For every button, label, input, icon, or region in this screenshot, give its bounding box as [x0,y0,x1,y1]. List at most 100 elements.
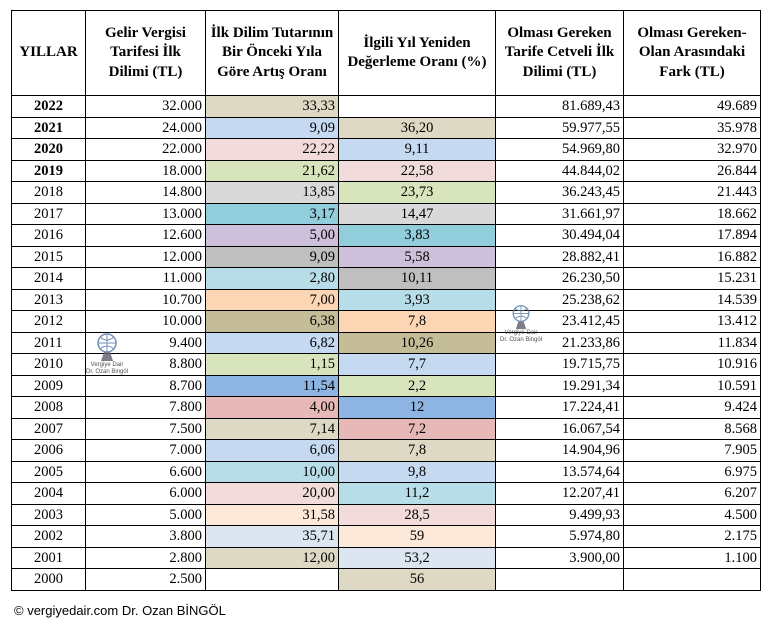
increase-rate-cell: 9,09 [205,116,339,139]
header-difference: Olması Gereken-Olan Arasındaki Fark (TL) [623,10,761,96]
should-be-bracket-cell: 13.574,64 [495,460,624,483]
increase-rate-cell: 11,54 [205,374,339,397]
first-bracket-cell: 10.700 [85,288,206,311]
revaluation-rate-cell: 53,2 [338,546,496,569]
table-row: 2005 6.600 10,00 9,8 13.574,64 6.975 [11,460,761,483]
increase-rate-cell: 7,00 [205,288,339,311]
watermark-logo: Vergiye Dair Dr. Ozan Bingöl [86,332,128,376]
first-bracket-cell: 2.800 [85,546,206,569]
revaluation-rate-cell: 59 [338,525,496,548]
difference-cell: 8.568 [623,417,761,440]
table-row: 2015 12.000 9,09 5,58 28.882,41 16.882 [11,245,761,268]
revaluation-rate-cell: 10,26 [338,331,496,354]
globe-atlas-icon [97,333,117,361]
table-row: 2004 6.000 20,00 11,2 12.207,41 6.207 [11,482,761,505]
table-row: 2012 10.000 6,38 7,8 23.412,45 13.412 [11,310,761,333]
table-row: 2014 11.000 2,80 10,11 26.230,50 15.231 [11,267,761,290]
increase-rate-cell: 1,15 [205,353,339,376]
should-be-bracket-cell: 16.067,54 [495,417,624,440]
revaluation-rate-cell [338,95,496,118]
first-bracket-cell: 32.000 [85,95,206,118]
first-bracket-cell: 11.000 [85,267,206,290]
first-bracket-cell: 7.500 [85,417,206,440]
revaluation-rate-cell: 9,11 [338,138,496,161]
should-be-bracket-cell: 17.224,41 [495,396,624,419]
header-increase-rate: İlk Dilim Tutarının Bir Önceki Yıla Göre… [205,10,339,96]
difference-cell: 10.916 [623,353,761,376]
should-be-bracket-cell: 14.904,96 [495,439,624,462]
first-bracket-cell: 12.000 [85,245,206,268]
table-row: 2003 5.000 31,58 28,5 9.499,93 4.500 [11,503,761,526]
table-row: 2011 9.400 6,82 10,26 21.233,86 11.834 [11,331,761,354]
year-cell: 2010 [11,353,86,376]
should-be-bracket-cell: 19.715,75 [495,353,624,376]
revaluation-rate-cell: 56 [338,568,496,591]
difference-cell: 16.882 [623,245,761,268]
table-row: 2013 10.700 7,00 3,93 25.238,62 14.539 [11,288,761,311]
year-cell: 2001 [11,546,86,569]
table-row: 2019 18.000 21,62 22,58 44.844,02 26.844 [11,159,761,182]
year-cell: 2021 [11,116,86,139]
year-cell: 2004 [11,482,86,505]
increase-rate-cell: 20,00 [205,482,339,505]
difference-cell: 4.500 [623,503,761,526]
revaluation-rate-cell: 5,58 [338,245,496,268]
difference-cell: 26.844 [623,159,761,182]
difference-cell: 6.207 [623,482,761,505]
difference-cell: 2.175 [623,525,761,548]
year-cell: 2007 [11,417,86,440]
table-row: 2002 3.800 35,71 59 5.974,80 2.175 [11,525,761,548]
year-cell: 2012 [11,310,86,333]
increase-rate-cell: 6,06 [205,439,339,462]
year-cell: 2017 [11,202,86,225]
difference-cell: 9.424 [623,396,761,419]
table-header-row: YILLAR Gelir Vergisi Tarifesi İlk Dilimi… [11,10,761,96]
header-years: YILLAR [11,10,86,96]
increase-rate-cell: 9,09 [205,245,339,268]
difference-cell: 13.412 [623,310,761,333]
revaluation-rate-cell: 9,8 [338,460,496,483]
header-first-bracket: Gelir Vergisi Tarifesi İlk Dilimi (TL) [85,10,206,96]
year-cell: 2006 [11,439,86,462]
table-row: 2021 24.000 9,09 36,20 59.977,55 35.978 [11,116,761,139]
header-revaluation-rate: İlgili Yıl Yeniden Değerleme Oranı (%) [338,10,496,96]
table-row: 2006 7.000 6,06 7,8 14.904,96 7.905 [11,439,761,462]
should-be-bracket-cell: 5.974,80 [495,525,624,548]
revaluation-rate-cell: 2,2 [338,374,496,397]
header-should-be-bracket: Olması Gereken Tarife Cetveli İlk Dilimi… [495,10,624,96]
table-row: 2007 7.500 7,14 7,2 16.067,54 8.568 [11,417,761,440]
revaluation-rate-cell: 3,83 [338,224,496,247]
year-cell: 2002 [11,525,86,548]
difference-cell [623,568,761,591]
increase-rate-cell: 6,82 [205,331,339,354]
revaluation-rate-cell: 7,2 [338,417,496,440]
year-cell: 2011 [11,331,86,354]
revaluation-rate-cell: 23,73 [338,181,496,204]
increase-rate-cell: 5,00 [205,224,339,247]
increase-rate-cell: 35,71 [205,525,339,548]
table-row: 2000 2.500 56 [11,568,761,591]
increase-rate-cell: 13,85 [205,181,339,204]
difference-cell: 7.905 [623,439,761,462]
table-row: 2008 7.800 4,00 12 17.224,41 9.424 [11,396,761,419]
first-bracket-cell: 10.000 [85,310,206,333]
should-be-bracket-cell: 44.844,02 [495,159,624,182]
should-be-bracket-cell: 81.689,43 [495,95,624,118]
increase-rate-cell: 7,14 [205,417,339,440]
table-row: 2010 8.800 1,15 7,7 19.715,75 10.916 [11,353,761,376]
difference-cell: 18.662 [623,202,761,225]
first-bracket-cell: 8.800 [85,353,206,376]
revaluation-rate-cell: 36,20 [338,116,496,139]
difference-cell: 10.591 [623,374,761,397]
first-bracket-cell: 14.800 [85,181,206,204]
year-cell: 2003 [11,503,86,526]
should-be-bracket-cell: 3.900,00 [495,546,624,569]
revaluation-rate-cell: 10,11 [338,267,496,290]
year-cell: 2005 [11,460,86,483]
should-be-bracket-cell [495,568,624,591]
increase-rate-cell: 10,00 [205,460,339,483]
table-row: 2020 22.000 22,22 9,11 54.969,80 32.970 [11,138,761,161]
tax-bracket-table: YILLAR Gelir Vergisi Tarifesi İlk Dilimi… [11,10,761,591]
difference-cell: 6.975 [623,460,761,483]
first-bracket-cell: 5.000 [85,503,206,526]
